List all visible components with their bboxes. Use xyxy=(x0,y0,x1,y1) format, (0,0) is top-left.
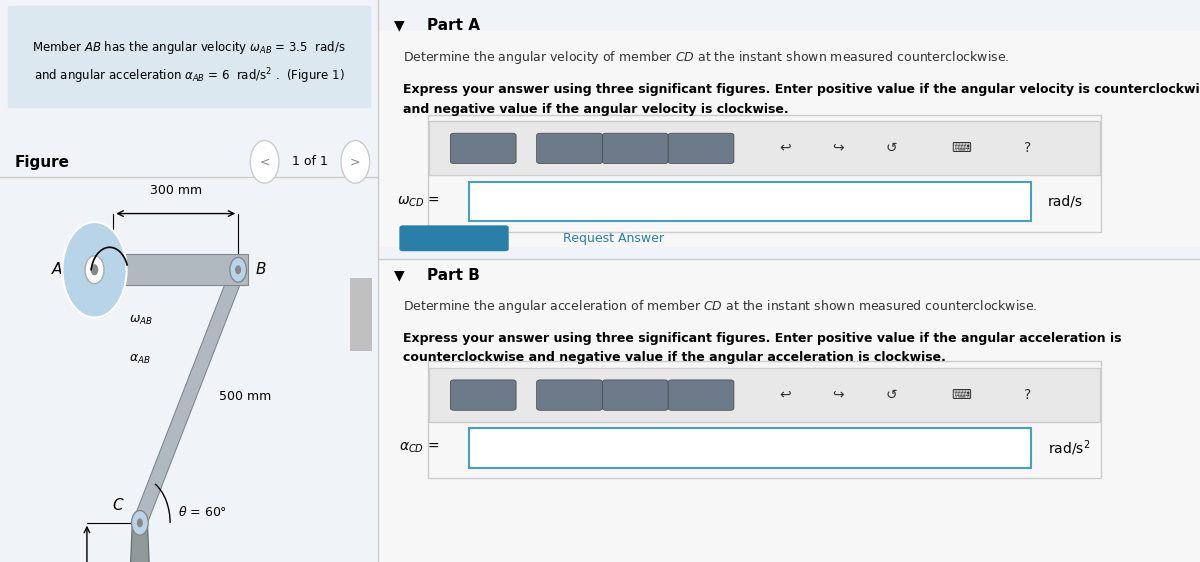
Text: ↩: ↩ xyxy=(779,141,791,155)
Circle shape xyxy=(85,256,104,284)
Circle shape xyxy=(235,265,241,274)
Text: and negative value if the angular velocity is clockwise.: and negative value if the angular veloci… xyxy=(403,103,788,116)
FancyBboxPatch shape xyxy=(450,133,516,164)
Text: Determine the angular acceleration of member $CD$ at the instant shown measured : Determine the angular acceleration of me… xyxy=(403,298,1037,315)
Text: rad/s$^2$: rad/s$^2$ xyxy=(1048,438,1091,457)
Text: 300 mm: 300 mm xyxy=(150,184,202,197)
Text: Figure: Figure xyxy=(16,156,70,170)
Text: 1 of 1: 1 of 1 xyxy=(292,155,328,169)
Text: ?: ? xyxy=(1024,141,1031,155)
Text: ↺: ↺ xyxy=(886,388,898,401)
Text: Part B: Part B xyxy=(427,268,480,283)
Text: Express your answer using three significant figures. Enter positive value if the: Express your answer using three signific… xyxy=(403,83,1200,97)
Circle shape xyxy=(341,140,370,183)
Text: Request Answer: Request Answer xyxy=(563,232,664,245)
FancyBboxPatch shape xyxy=(536,133,602,164)
FancyBboxPatch shape xyxy=(536,380,602,410)
Text: $\omega_{CD}$ =: $\omega_{CD}$ = xyxy=(397,194,439,209)
Text: ■√□: ■√□ xyxy=(470,142,499,153)
Text: AΣϕ: AΣϕ xyxy=(558,141,584,155)
Text: Submit: Submit xyxy=(428,232,479,245)
FancyBboxPatch shape xyxy=(428,368,1099,422)
Text: Determine the angular velocity of member $CD$ at the instant shown measured coun: Determine the angular velocity of member… xyxy=(403,49,1009,66)
Polygon shape xyxy=(127,523,152,562)
FancyBboxPatch shape xyxy=(668,133,734,164)
Text: C: C xyxy=(112,498,122,514)
Text: $\omega_{AB}$: $\omega_{AB}$ xyxy=(128,314,152,327)
Text: ↪: ↪ xyxy=(833,388,844,401)
Text: $\alpha_{CD}$ =: $\alpha_{CD}$ = xyxy=(400,441,439,455)
FancyBboxPatch shape xyxy=(602,380,668,410)
Text: A: A xyxy=(52,262,62,277)
FancyBboxPatch shape xyxy=(428,121,1099,175)
Circle shape xyxy=(62,222,127,318)
FancyBboxPatch shape xyxy=(668,380,734,410)
Text: B: B xyxy=(256,262,266,277)
Text: Member $\mathit{AB}$ has the angular velocity $\omega_{AB}$ = 3.5  rad/s: Member $\mathit{AB}$ has the angular vel… xyxy=(32,39,346,56)
FancyBboxPatch shape xyxy=(85,254,247,285)
Text: ⇕: ⇕ xyxy=(631,141,643,155)
Text: ↺: ↺ xyxy=(886,141,898,155)
FancyBboxPatch shape xyxy=(469,428,1031,468)
Text: ?: ? xyxy=(1024,388,1031,401)
Text: $\theta$ = 60°: $\theta$ = 60° xyxy=(178,505,227,519)
Text: rad/s: rad/s xyxy=(1048,195,1082,209)
FancyBboxPatch shape xyxy=(469,182,1031,221)
FancyBboxPatch shape xyxy=(450,380,516,410)
Circle shape xyxy=(91,264,98,275)
Text: >: > xyxy=(350,155,360,169)
Text: ▼: ▼ xyxy=(395,19,406,32)
Text: ⇕: ⇕ xyxy=(631,388,643,401)
FancyBboxPatch shape xyxy=(602,133,668,164)
FancyBboxPatch shape xyxy=(378,259,1200,562)
Text: AΣϕ: AΣϕ xyxy=(558,388,584,401)
Text: and angular acceleration $\alpha_{AB}$ = 6  rad/s$^2$ .  (Figure 1): and angular acceleration $\alpha_{AB}$ =… xyxy=(34,66,344,85)
Text: Express your answer using three significant figures. Enter positive value if the: Express your answer using three signific… xyxy=(403,332,1121,345)
Text: ↪: ↪ xyxy=(833,141,844,155)
FancyBboxPatch shape xyxy=(378,31,1200,247)
Polygon shape xyxy=(134,265,244,528)
Text: ⌨: ⌨ xyxy=(952,388,972,401)
Text: vec: vec xyxy=(692,389,713,400)
Text: counterclockwise and negative value if the angular acceleration is clockwise.: counterclockwise and negative value if t… xyxy=(403,351,946,365)
Circle shape xyxy=(251,140,278,183)
Text: <: < xyxy=(259,155,270,169)
Circle shape xyxy=(137,518,143,527)
Text: vec: vec xyxy=(692,143,713,153)
FancyBboxPatch shape xyxy=(7,6,371,107)
Text: 500 mm: 500 mm xyxy=(220,390,271,403)
Text: Part A: Part A xyxy=(427,18,480,33)
Text: ⌨: ⌨ xyxy=(952,141,972,155)
FancyBboxPatch shape xyxy=(400,225,509,251)
Text: $\alpha_{AB}$: $\alpha_{AB}$ xyxy=(128,353,150,366)
FancyBboxPatch shape xyxy=(349,278,372,351)
Circle shape xyxy=(132,510,148,535)
Text: ▼: ▼ xyxy=(395,269,406,282)
Text: ■√□: ■√□ xyxy=(470,389,499,400)
Circle shape xyxy=(230,257,246,282)
Text: ↩: ↩ xyxy=(779,388,791,401)
